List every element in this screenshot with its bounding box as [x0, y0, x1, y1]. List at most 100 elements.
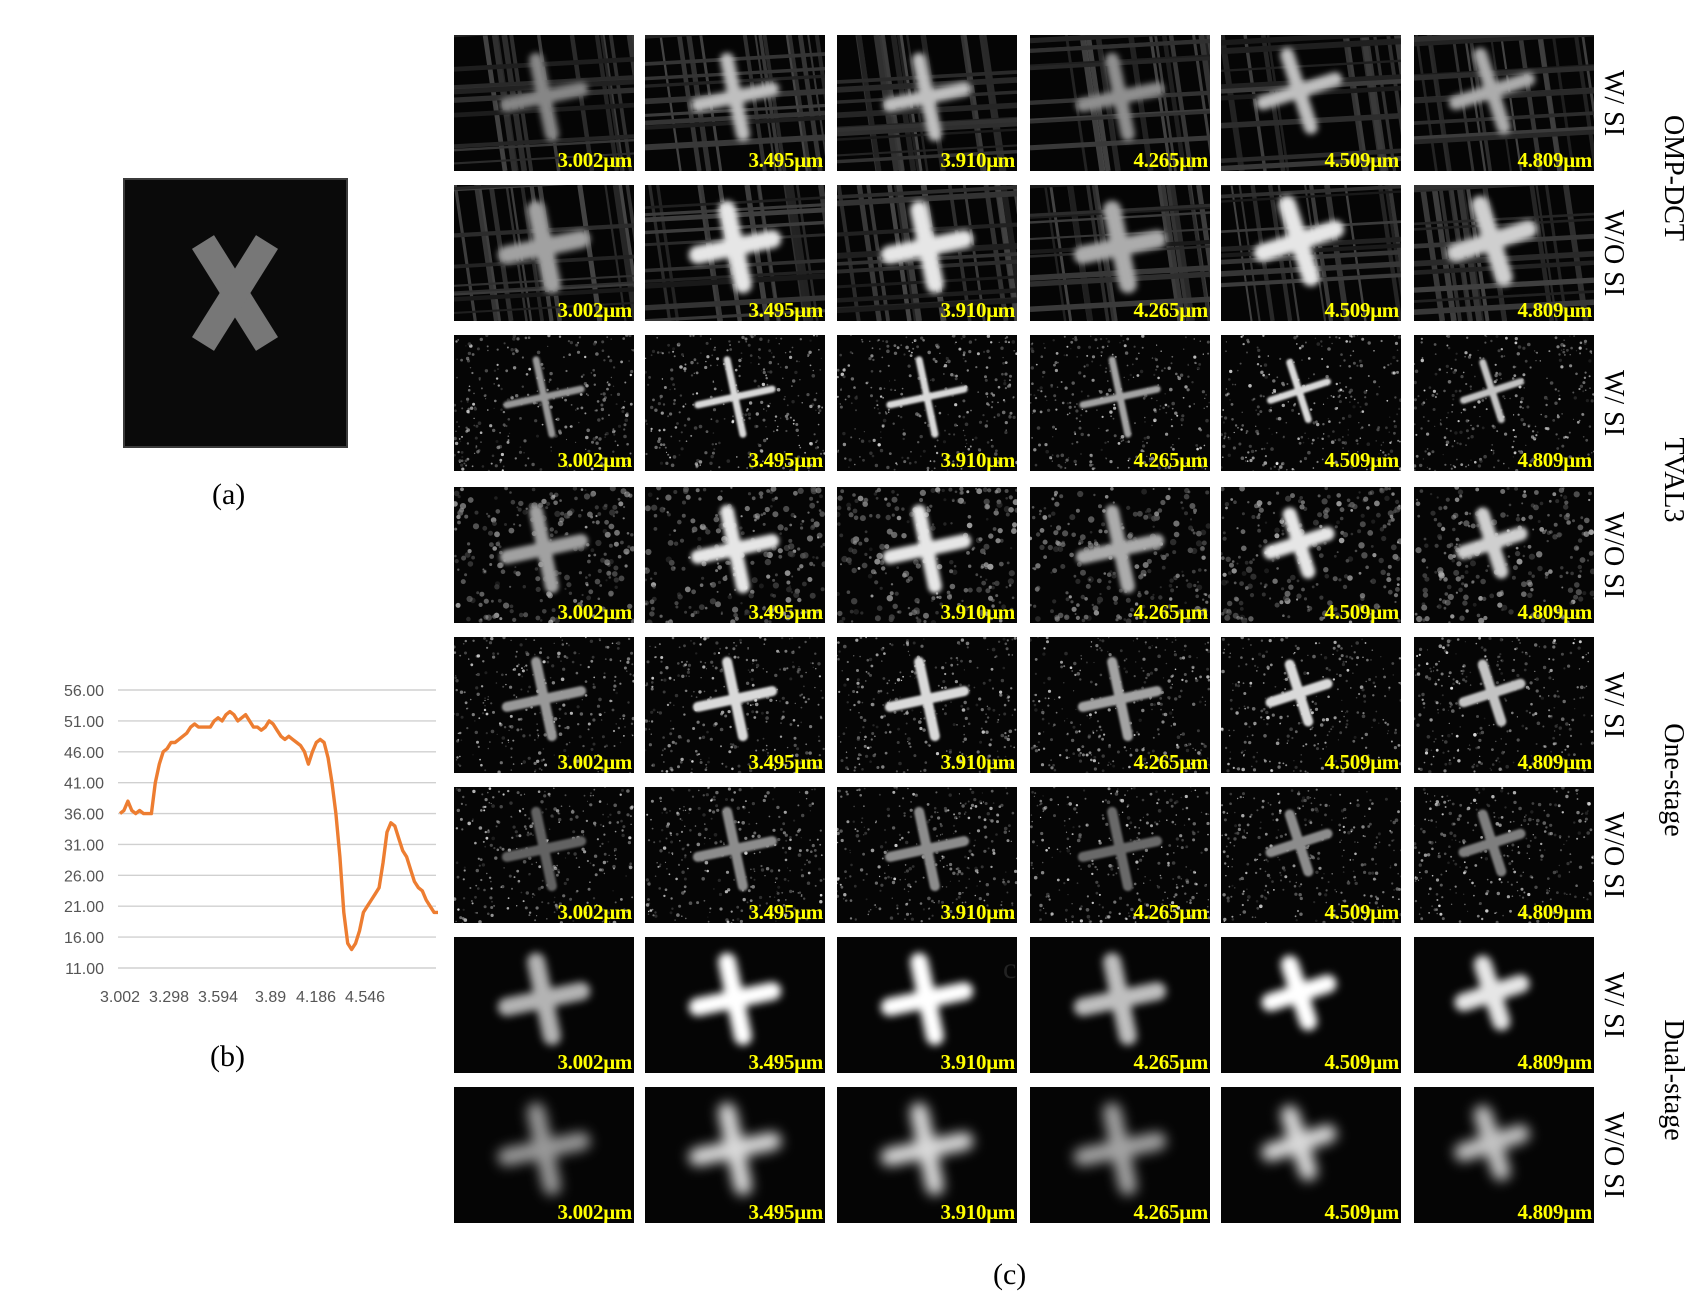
- cross-reconstruction: [837, 637, 1017, 773]
- wavelength-label: 3.002μm: [557, 900, 632, 923]
- reconstruction-tile: 3.910μm: [837, 787, 1017, 923]
- wavelength-label: 4.809μm: [1517, 448, 1592, 471]
- cross-reconstruction: [1414, 787, 1594, 923]
- x-tick-label: 3.298: [149, 989, 189, 1006]
- spectrum-chart-svg: 56.00 51.00 46.00 41.00 36.00 31.00 26.00 21.00…: [64, 683, 438, 1006]
- wavelength-label: 3.002μm: [557, 750, 632, 773]
- wavelength-label: 3.495μm: [748, 1200, 823, 1223]
- reconstruction-tile: 4.509μm: [1221, 487, 1401, 623]
- cross-reconstruction: [1454, 1105, 1530, 1181]
- wavelength-label: 4.265μm: [1133, 1050, 1208, 1073]
- caption-b: (b): [210, 1040, 245, 1073]
- cross-reconstruction: [645, 35, 825, 171]
- wavelength-label: 4.509μm: [1324, 750, 1399, 773]
- wavelength-label: 4.265μm: [1133, 148, 1208, 171]
- wavelength-label: 3.910μm: [940, 448, 1015, 471]
- wavelength-label: 3.002μm: [557, 600, 632, 623]
- reconstruction-tile: 3.910μm: [837, 937, 1017, 1073]
- cross-reconstruction: [1030, 35, 1210, 171]
- reconstruction-tile: 3.002μm: [454, 335, 634, 471]
- reconstruction-tile: 3.002μm: [454, 1087, 634, 1223]
- reconstruction-tile: 4.809μm: [1414, 637, 1594, 773]
- wavelength-label: 3.002μm: [557, 1200, 632, 1223]
- reconstruction-tile: 4.809μm: [1414, 1087, 1594, 1223]
- wavelength-label: 3.910μm: [940, 1200, 1015, 1223]
- si-row-label: W/O SI: [1598, 811, 1629, 899]
- wavelength-label: 3.002μm: [557, 1050, 632, 1073]
- reconstruction-tile: 4.265μm: [1030, 35, 1210, 171]
- reconstruction-tile: 3.910μm: [837, 35, 1017, 171]
- cross-reconstruction: [497, 1102, 591, 1196]
- wavelength-label: 3.002μm: [557, 448, 632, 471]
- wavelength-label: 4.265μm: [1133, 600, 1208, 623]
- wavelength-label: 4.809μm: [1517, 600, 1592, 623]
- wavelength-label: 4.509μm: [1324, 900, 1399, 923]
- cross-reconstruction: [645, 787, 825, 923]
- cross-reconstruction: [454, 35, 634, 171]
- wavelength-label: 4.509μm: [1324, 600, 1399, 623]
- cross-reconstruction: [1261, 955, 1337, 1031]
- y-tick-label: 21.00: [64, 899, 104, 916]
- wavelength-label: 3.495μm: [748, 1050, 823, 1073]
- cross-reconstruction: [837, 487, 1017, 623]
- wavelength-label: 4.265μm: [1133, 298, 1208, 321]
- target-image: [123, 178, 348, 448]
- cross-reconstruction: [837, 335, 1017, 471]
- y-tick-label: 16.00: [64, 930, 104, 947]
- reconstruction-tile: 3.002μm: [454, 185, 634, 321]
- wavelength-label: 3.002μm: [557, 298, 632, 321]
- y-tick-label: 56.00: [64, 683, 104, 700]
- si-row-label: W/O SI: [1598, 209, 1629, 297]
- reconstruction-tile: 4.265μm: [1030, 335, 1210, 471]
- reconstruction-tile: 4.509μm: [1221, 1087, 1401, 1223]
- cross-reconstruction: [1030, 637, 1210, 773]
- reconstruction-tile: 3.002μm: [454, 937, 634, 1073]
- reconstruction-tile: 3.910μm: [837, 1087, 1017, 1223]
- y-tick-label: 26.00: [64, 868, 104, 885]
- cross-reconstruction: [1221, 637, 1401, 773]
- cross-reconstruction: [837, 35, 1017, 171]
- cross-reconstruction: [1221, 335, 1401, 471]
- reconstruction-tile: 4.509μm: [1221, 35, 1401, 171]
- cross-reconstruction: [1221, 787, 1401, 923]
- x-tick-label: 3.594: [198, 989, 238, 1006]
- reconstruction-tile: 4.509μm: [1221, 637, 1401, 773]
- wavelength-label: 4.509μm: [1324, 148, 1399, 171]
- cross-reconstruction: [454, 787, 634, 923]
- x-tick-label: 4.186: [296, 989, 336, 1006]
- cross-reconstruction: [1030, 487, 1210, 623]
- cross-reconstruction: [1414, 185, 1594, 321]
- method-label: One-stage: [1658, 723, 1689, 837]
- wavelength-label: 4.509μm: [1324, 298, 1399, 321]
- reconstruction-tile: 4.809μm: [1414, 937, 1594, 1073]
- cross-reconstruction: [1261, 1105, 1337, 1181]
- reconstruction-tile: 4.265μm: [1030, 1087, 1210, 1223]
- reconstruction-tile: 4.509μm: [1221, 937, 1401, 1073]
- reconstruction-tile: 3.002μm: [454, 35, 634, 171]
- x-target-glyph: [125, 180, 346, 446]
- cross-reconstruction: [454, 335, 634, 471]
- cross-reconstruction: [837, 185, 1017, 321]
- stray-mark: c: [1003, 952, 1017, 985]
- reconstruction-tile: 4.265μm: [1030, 787, 1210, 923]
- y-tick-label: 46.00: [64, 745, 104, 762]
- y-tick-label: 36.00: [64, 807, 104, 824]
- caption-c: (c): [993, 1258, 1027, 1291]
- wavelength-label: 4.265μm: [1133, 448, 1208, 471]
- si-row-label: W/O SI: [1598, 511, 1629, 599]
- wavelength-label: 3.910μm: [940, 600, 1015, 623]
- cross-reconstruction: [1221, 35, 1401, 171]
- x-tick-label: 4.546: [345, 989, 385, 1006]
- si-row-label: W/ SI: [1598, 69, 1629, 137]
- wavelength-label: 4.809μm: [1517, 900, 1592, 923]
- wavelength-label: 4.809μm: [1517, 148, 1592, 171]
- wavelength-label: 4.809μm: [1517, 298, 1592, 321]
- si-row-label: W/ SI: [1598, 671, 1629, 739]
- spectrum-chart: 56.00 51.00 46.00 41.00 36.00 31.00 26.00 21.00…: [50, 670, 450, 1010]
- wavelength-label: 4.265μm: [1133, 750, 1208, 773]
- cross-reconstruction: [645, 335, 825, 471]
- reconstruction-tile: 3.495μm: [645, 35, 825, 171]
- cross-reconstruction: [1030, 787, 1210, 923]
- method-label: Dual-stage: [1658, 1019, 1689, 1141]
- reconstruction-tile: 3.910μm: [837, 335, 1017, 471]
